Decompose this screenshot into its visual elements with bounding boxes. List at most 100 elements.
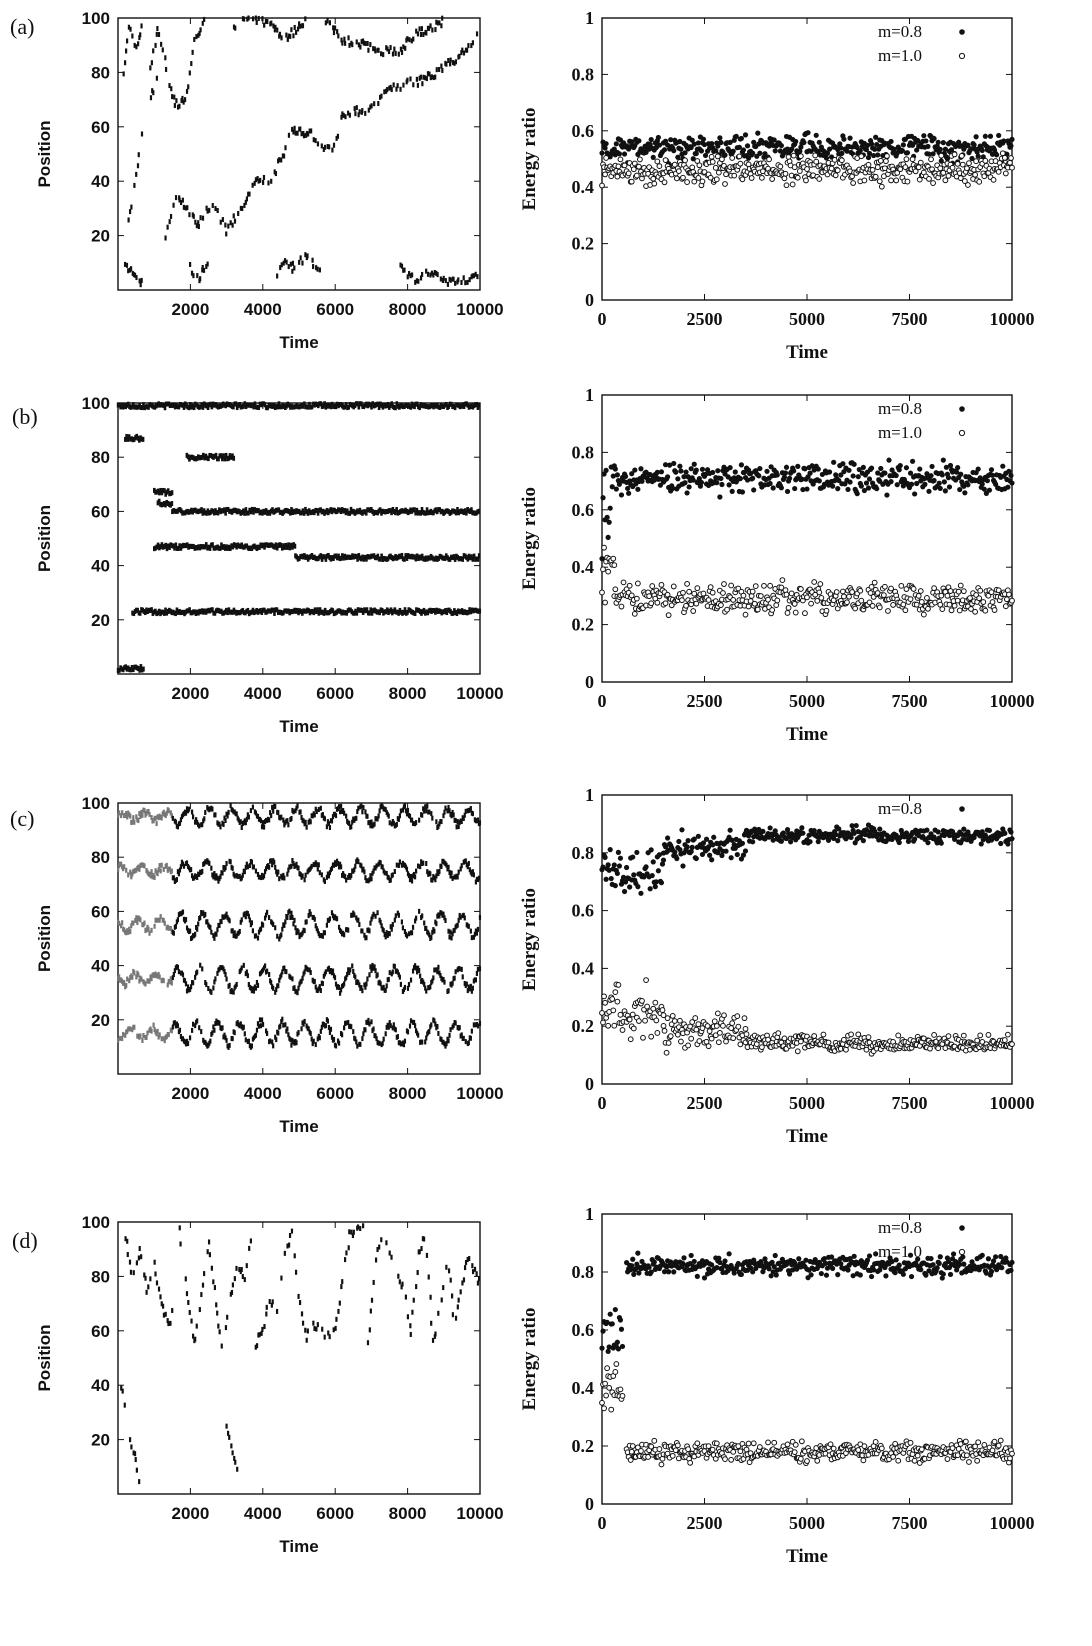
oscillation-mark xyxy=(454,1020,457,1026)
oscillation-mark xyxy=(330,1034,334,1040)
marker-filled xyxy=(893,472,899,479)
marker-open xyxy=(904,178,911,185)
band-mark xyxy=(178,543,181,549)
oscillation-mark xyxy=(462,815,465,821)
trajectory-mark xyxy=(289,33,292,39)
trajectory-mark xyxy=(307,131,310,137)
marker-filled xyxy=(836,477,842,484)
marker-filled xyxy=(894,482,900,488)
marker-filled xyxy=(744,143,751,149)
band-mark xyxy=(271,607,275,613)
oscillation-mark xyxy=(424,804,427,810)
trajectory-mark xyxy=(287,33,290,39)
oscillation-mark xyxy=(211,806,214,812)
oscillation-mark xyxy=(148,930,151,936)
trajectory-mark xyxy=(414,279,417,285)
trajectory-mark xyxy=(259,177,262,183)
marker-filled xyxy=(693,467,699,473)
trajectory-mark xyxy=(256,176,259,182)
band-mark xyxy=(204,542,208,548)
x-tick-label: 2500 xyxy=(687,309,723,329)
oscillation-mark xyxy=(355,1039,358,1045)
oscillation-mark xyxy=(261,922,265,928)
band-mark xyxy=(244,507,248,513)
marker-filled xyxy=(739,489,746,495)
oscillation-mark xyxy=(198,1025,201,1031)
oscillation-mark xyxy=(243,1031,246,1037)
marker-filled xyxy=(661,147,668,153)
oscillation-mark xyxy=(357,805,360,811)
marker-filled xyxy=(789,146,795,152)
trajectory-mark xyxy=(160,41,163,47)
band-mark xyxy=(415,507,419,513)
oscillation-mark xyxy=(202,910,205,916)
oscillation-mark xyxy=(118,810,121,816)
legend-label: m=0.8 xyxy=(878,22,922,41)
oscillation-mark xyxy=(272,985,275,991)
oscillation-mark xyxy=(121,1036,124,1042)
oscillation-mark xyxy=(213,979,216,985)
oscillation-mark xyxy=(143,807,146,813)
marker-open xyxy=(871,579,878,586)
marker-open xyxy=(958,152,965,159)
oscillation-mark xyxy=(362,804,365,810)
oscillation-mark xyxy=(315,861,318,867)
oscillation-mark xyxy=(244,820,247,826)
oscillation-mark xyxy=(384,934,387,940)
marker-filled xyxy=(973,134,979,140)
marker-filled xyxy=(936,480,942,486)
x-tick-label: 4000 xyxy=(244,684,282,703)
oscillation-mark xyxy=(446,808,449,814)
oscillation-mark xyxy=(291,914,294,920)
trajectory-mark xyxy=(435,270,438,276)
band-mark xyxy=(223,507,226,513)
band-mark xyxy=(174,542,178,548)
trajectory-mark xyxy=(281,153,284,159)
oscillation-mark xyxy=(221,870,224,876)
oscillation-mark xyxy=(464,858,467,864)
trajectory-mark xyxy=(438,66,441,72)
marker-filled xyxy=(742,132,749,138)
oscillation-mark xyxy=(212,933,215,939)
oscillation-mark xyxy=(258,1017,262,1023)
oscillation-mark xyxy=(361,928,364,934)
band-mark xyxy=(376,401,380,407)
oscillation-mark xyxy=(408,877,412,883)
band-mark xyxy=(324,556,328,562)
marker-open xyxy=(948,607,955,614)
trajectory-mark xyxy=(278,157,281,163)
oscillation-mark xyxy=(351,819,354,825)
oscillation-mark xyxy=(438,869,441,875)
marker-open xyxy=(902,607,909,614)
oscillation-mark xyxy=(147,926,150,932)
oscillation-mark xyxy=(370,876,373,882)
chart-c-energy-ratio: 0 2500 5000 7500 1000000.20.40.60.81TimeEner… xyxy=(519,785,1035,1147)
band-mark xyxy=(192,405,196,411)
oscillation-mark xyxy=(282,872,285,878)
oscillation-mark xyxy=(178,867,182,873)
band-mark xyxy=(125,433,128,439)
oscillation-mark xyxy=(403,803,407,809)
marker-filled xyxy=(630,854,636,860)
oscillation-mark xyxy=(443,979,446,985)
marker-open xyxy=(649,583,656,589)
oscillation-mark xyxy=(290,815,293,821)
marker-filled xyxy=(756,473,762,479)
trajectory-mark xyxy=(173,94,176,100)
oscillation-mark xyxy=(364,809,367,815)
trajectory-mark xyxy=(379,51,383,57)
trajectory-mark xyxy=(364,110,367,116)
oscillation-mark xyxy=(273,859,276,865)
oscillation-mark xyxy=(158,917,161,923)
trajectory-mark xyxy=(380,93,383,99)
trajectory-mark xyxy=(182,204,185,210)
oscillation-mark xyxy=(368,928,371,934)
trajectory-mark xyxy=(273,27,276,33)
trajectory-mark xyxy=(287,132,291,138)
oscillation-mark xyxy=(385,983,388,989)
marker-open xyxy=(656,163,663,169)
oscillation-mark xyxy=(470,1028,473,1034)
trajectory-mark xyxy=(285,32,288,38)
trajectory-mark xyxy=(300,131,303,137)
oscillation-mark xyxy=(459,914,462,920)
